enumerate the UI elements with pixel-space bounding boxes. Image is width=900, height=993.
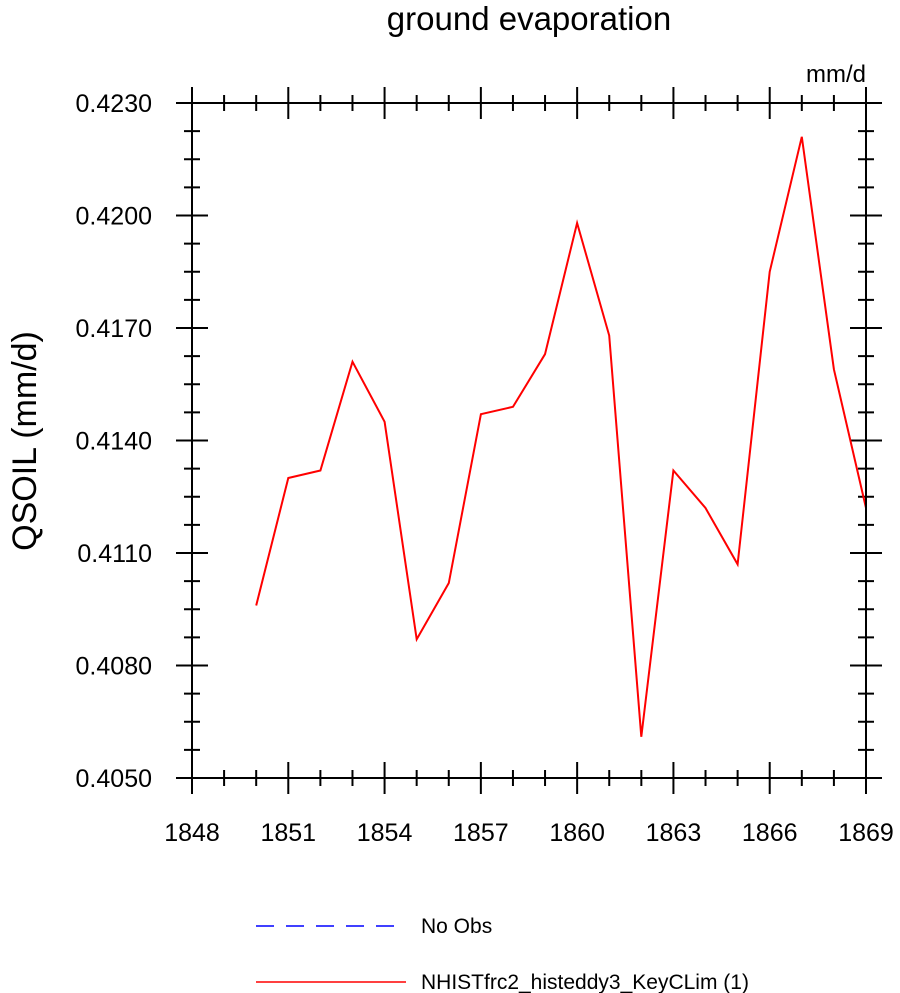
chart-title: ground evaporation xyxy=(387,0,671,37)
y-tick-label: 0.4110 xyxy=(77,540,152,568)
legend: No Obs NHISTfrc2_histeddy3_KeyCLim (1) xyxy=(256,915,749,993)
y-tick-label: 0.4140 xyxy=(76,428,152,456)
x-tick-label: 1854 xyxy=(357,819,413,847)
legend-label: NHISTfrc2_histeddy3_KeyCLim (1) xyxy=(421,971,749,993)
x-tick-label: 1863 xyxy=(646,819,702,847)
y-tick-label: 0.4050 xyxy=(76,765,152,793)
x-tick-label: 1848 xyxy=(164,819,220,847)
plot-frame xyxy=(191,102,867,779)
y-tick-label: 0.4200 xyxy=(76,203,152,231)
axis-ticks xyxy=(176,87,882,794)
axis-tick-labels: 1848 1851 1854 1857 1860 1863 1866 1869 0.4050 0.… xyxy=(76,90,894,847)
series-line xyxy=(255,136,867,737)
series-lines xyxy=(255,136,867,737)
x-tick-label: 1860 xyxy=(549,819,605,847)
x-tick-label: 1851 xyxy=(260,819,316,847)
y-axis-label: QSOIL (mm/d) xyxy=(6,331,44,551)
x-tick-label: 1857 xyxy=(453,819,509,847)
x-tick-label: 1869 xyxy=(838,819,894,847)
y-tick-label: 0.4080 xyxy=(76,653,152,681)
legend-label: No Obs xyxy=(421,915,492,938)
x-tick-label: 1866 xyxy=(742,819,798,847)
y-tick-label: 0.4170 xyxy=(76,315,152,343)
units-label: mm/d xyxy=(806,61,866,88)
y-tick-label: 0.4230 xyxy=(76,90,152,118)
